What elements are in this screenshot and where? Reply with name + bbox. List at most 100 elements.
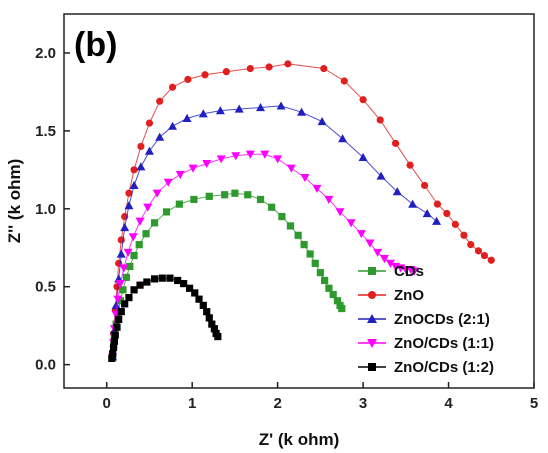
data-point [385, 259, 395, 268]
data-point [201, 71, 209, 79]
data-point [276, 101, 286, 110]
data-point [108, 354, 116, 362]
x-tick-label: 3 [359, 395, 367, 412]
data-point [144, 146, 154, 155]
data-point [256, 103, 266, 112]
data-point [136, 162, 146, 171]
data-point [137, 142, 145, 151]
data-point [163, 178, 173, 187]
data-point [221, 191, 229, 199]
data-point [150, 275, 159, 283]
data-point [320, 64, 328, 73]
data-point [166, 274, 174, 282]
data-point [205, 314, 213, 322]
series-0 [109, 189, 346, 361]
data-point [130, 166, 138, 174]
x-tick-label: 5 [530, 395, 538, 412]
plot-frame [63, 13, 535, 389]
data-point [333, 297, 342, 305]
data-point [306, 250, 314, 258]
data-point [125, 189, 133, 197]
data-point [297, 107, 307, 116]
data-point [245, 150, 255, 159]
data-point [432, 216, 442, 225]
data-point [467, 241, 475, 249]
data-point [391, 139, 400, 147]
data-point [409, 267, 419, 276]
x-tick-label: 0 [103, 395, 111, 412]
data-point [392, 187, 402, 196]
data-point [244, 191, 252, 199]
data-point [180, 279, 188, 288]
panel-label: (b) [74, 26, 117, 64]
data-point [175, 200, 183, 208]
data-point [317, 117, 327, 126]
data-point [162, 208, 171, 216]
data-point [231, 152, 241, 161]
data-point [222, 68, 230, 76]
data-point [145, 119, 154, 127]
data-point [120, 222, 130, 232]
series-line [112, 153, 415, 357]
data-point [168, 121, 178, 130]
legend-label: ZnOCDs (2:1) [394, 311, 490, 328]
data-point [214, 332, 222, 341]
data-point [294, 231, 302, 239]
y-tick-label: 1.0 [35, 201, 56, 218]
legend-label: ZnO/CDs (1:1) [394, 335, 494, 352]
axis-ticks: 0 1 2 3 4 5 0.0 0.5 1.0 1.5 2.0 [35, 45, 538, 412]
data-point [184, 75, 192, 84]
data-point [115, 315, 123, 324]
data-point [325, 284, 333, 292]
data-point [356, 230, 366, 239]
data-point [340, 77, 348, 85]
data-point [312, 184, 322, 194]
y-tick-label: 1.5 [35, 123, 56, 140]
data-point [216, 155, 226, 164]
x-tick-label: 4 [444, 395, 453, 412]
legend-label: ZnO/CDs (1:2) [394, 359, 494, 376]
data-point [421, 181, 429, 190]
data-point [128, 233, 138, 242]
data-point [150, 219, 159, 227]
data-point [113, 323, 121, 331]
data-point [346, 219, 356, 228]
data-point [109, 343, 118, 352]
data-point [119, 264, 129, 273]
legend: CDs ZnO ZnOCDs (2:1) ZnO/CDs (1:1) ZnO/CDs (… [358, 263, 494, 376]
data-point [210, 325, 218, 333]
data-point [268, 203, 276, 211]
data-point [143, 278, 151, 286]
legend-label: CDs [394, 263, 424, 280]
y-tick-label: 2.0 [35, 45, 56, 62]
series-line [111, 277, 219, 359]
legend-marker [368, 291, 376, 299]
data-point [359, 96, 367, 104]
data-point [376, 116, 384, 124]
data-point [125, 294, 133, 302]
data-point [168, 83, 177, 91]
data-point [358, 152, 368, 161]
data-point [376, 171, 386, 180]
data-point [111, 331, 119, 339]
data-point [443, 209, 451, 218]
data-point [365, 239, 375, 248]
data-point [208, 320, 216, 328]
data-point [284, 60, 292, 68]
data-point [487, 256, 495, 264]
y-tick-label: 0.0 [35, 357, 56, 374]
data-point [113, 295, 123, 304]
data-point [379, 255, 389, 264]
data-point [119, 286, 127, 294]
data-point [199, 301, 207, 310]
data-point [338, 304, 346, 313]
data-point [373, 248, 383, 257]
data-point [175, 170, 185, 180]
data-point [324, 195, 334, 204]
data-point [174, 276, 182, 285]
data-point [433, 200, 442, 208]
data-point [202, 160, 212, 169]
data-point [188, 164, 198, 173]
legend-marker [368, 363, 376, 371]
